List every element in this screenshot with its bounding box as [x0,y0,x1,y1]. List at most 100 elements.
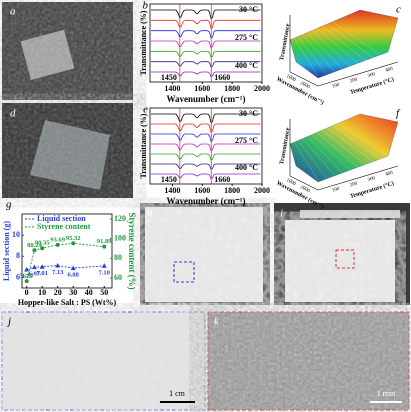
x-tick-label: 2000 [254,186,270,195]
y-tick-label: 200 [349,181,358,188]
axis [289,71,319,87]
y2-axis-title: Styrene content (%) [127,212,137,289]
surface-line [299,135,335,176]
surface-line [305,24,351,67]
peak-label: 1450 [161,73,177,82]
x-tick-label: 30 [69,288,77,297]
x-tick-label: 50 [100,288,108,297]
surface-line [299,31,335,72]
surface-line [293,37,319,77]
peak-label: 1660 [214,73,230,82]
panel-label: g [6,199,12,211]
panel-label: k [214,316,220,328]
foam-i-texture [285,220,395,302]
spectrum [151,40,261,49]
spectrum [151,71,261,78]
x-tick-label: 2000 [299,185,311,194]
surface-line [314,118,375,163]
surface-line [311,122,367,166]
peak-label: 1660 [214,175,230,184]
spectrum [151,50,261,58]
spectrum [151,153,261,161]
x-tick-label: 1400 [164,84,180,93]
value-label: 7.10 [99,269,110,276]
y2-tick-label: 60 [114,273,122,282]
panel-label: j [6,316,11,328]
marker [55,242,60,247]
y-tick-label: 100 [332,187,341,194]
value-label: 90.35 [35,240,50,247]
zoom-box [173,261,195,283]
surface [289,113,399,183]
x-tick-label: 1600 [194,84,210,93]
marker [55,262,61,268]
surface-line [305,128,351,171]
spectrum [151,113,261,124]
y-tick-label: 100 [332,83,341,90]
value-label: 6.88 [68,272,80,279]
value-label: 7.13 [52,269,64,276]
spectrum [151,143,261,152]
temp-label: 30 °C [239,5,258,14]
x-axis-title: Wavenumber (cm⁻¹) [166,94,245,104]
marker [102,244,107,249]
y-axis-title: Transmittance (%) [139,113,148,178]
temp-label: 400 °C [235,61,258,70]
y2-tick-label: 80 [114,253,122,262]
surface-line [317,11,383,57]
surface [289,9,399,79]
axis [317,61,399,87]
value-label: 88.24 [27,242,42,249]
crystal [30,120,110,190]
spectrum [151,30,261,39]
y-tick-label: 8 [16,251,20,260]
x-tick-label: 1400 [164,186,180,195]
surface-line [314,14,375,59]
foam-h-texture [145,207,263,302]
crystal [20,29,75,81]
surface-line [308,21,359,64]
surface-line [308,125,359,168]
marker [101,263,107,268]
y-tick-label: 400 [385,67,394,74]
photo-k-texture [209,313,408,409]
axis [317,165,399,191]
scale-label: 1 cm [169,389,186,398]
panel-label: c [396,4,401,16]
value-label: 95.32 [66,235,81,242]
y-tick-label: 300 [367,176,376,183]
ruler [300,210,400,218]
panel-label: h [147,208,153,220]
spectrum [151,61,261,68]
marker [24,279,29,284]
marker [31,264,37,270]
x-tick-label: 20 [54,288,62,297]
temp-label: 30 °C [239,109,258,118]
spectrum [151,173,261,180]
temp-label: 275 °C [235,33,258,42]
surface-line [296,138,327,178]
value-label: 56.97 [19,273,34,280]
series-line [26,265,105,270]
y-tick-label: 6 [16,272,20,281]
value-label: 91.89 [97,238,112,245]
x-tick-label: 1800 [224,84,240,93]
x-tick-label: 10 [38,288,46,297]
y-tick-label: 300 [367,72,376,79]
x-tick-label: 1000 [285,74,297,83]
x-tick-label: 1800 [224,186,240,195]
surface-line [293,141,319,181]
plot-frame [149,3,263,83]
value-label: 6.75 [21,273,33,280]
panel-label: i [280,208,283,220]
panel-label: d [10,108,16,120]
spectrum [151,123,261,133]
marker [40,246,45,251]
y-axis-title: Liquid section (g) [2,221,11,281]
x-axis-title: Wavenumber (cm⁻¹) [275,75,325,106]
x-tick-label: 1600 [194,186,210,195]
marker [32,248,37,253]
marker [24,267,30,272]
marker [39,264,45,269]
